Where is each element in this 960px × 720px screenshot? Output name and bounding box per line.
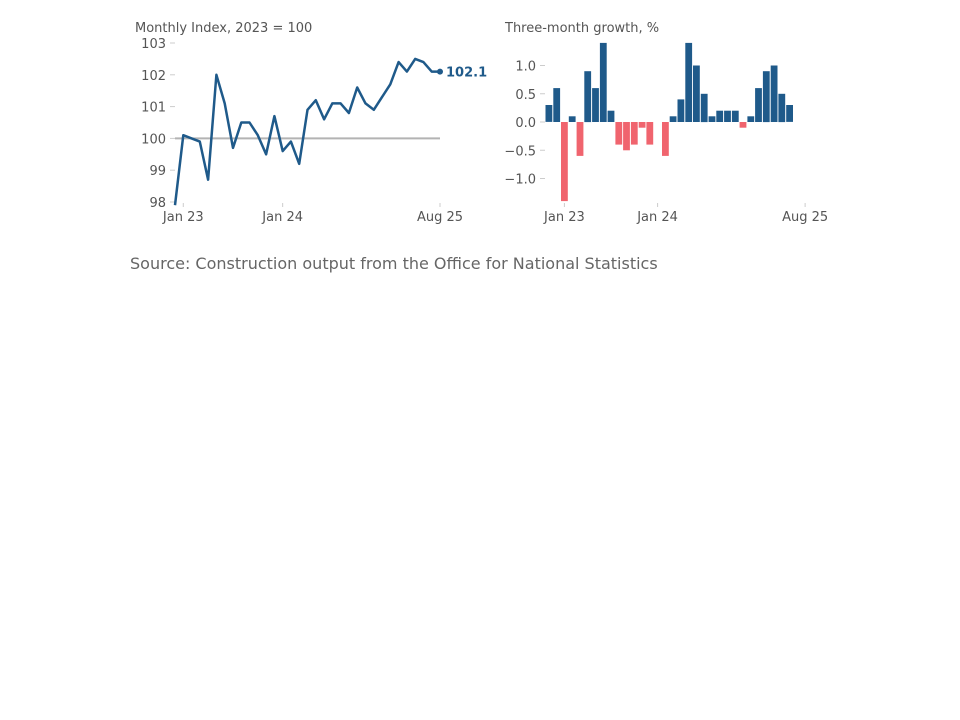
growth-y-axis: −1.0 −0.5 0.0 0.5 1.0 bbox=[504, 60, 545, 188]
y-tick-label: 103 bbox=[141, 37, 166, 52]
growth-bar bbox=[662, 122, 669, 156]
y-tick-label: 99 bbox=[149, 164, 166, 179]
y-tick-label: 0.5 bbox=[515, 88, 536, 103]
index-end-marker bbox=[437, 68, 443, 75]
monthly-index-x-axis: Jan 23 Jan 24 Aug 25 bbox=[162, 203, 463, 225]
growth-bar bbox=[545, 105, 553, 122]
x-tick-label: Aug 25 bbox=[417, 210, 463, 225]
growth-bar bbox=[669, 116, 677, 122]
monthly-index-title: Monthly Index, 2023 = 100 bbox=[135, 21, 312, 36]
growth-bar bbox=[561, 122, 568, 202]
growth-bar bbox=[724, 110, 731, 122]
y-tick-label: 100 bbox=[141, 132, 166, 147]
growth-bar bbox=[739, 122, 747, 128]
y-tick-label: −1.0 bbox=[504, 173, 536, 188]
growth-bar bbox=[770, 65, 778, 122]
growth-x-axis: Jan 23 Jan 24 Aug 25 bbox=[543, 203, 828, 225]
growth-bar bbox=[584, 71, 592, 123]
growth-bar bbox=[592, 88, 599, 122]
growth-bar bbox=[778, 93, 786, 123]
growth-bar bbox=[599, 42, 607, 122]
index-series-line bbox=[173, 57, 440, 206]
growth-bar bbox=[568, 116, 576, 122]
x-tick-label: Jan 24 bbox=[261, 210, 303, 225]
growth-bar bbox=[693, 65, 700, 122]
growth-bar bbox=[677, 99, 685, 122]
monthly-index-y-axis: 98 99 100 101 102 103 bbox=[141, 37, 175, 211]
x-tick-label: Jan 24 bbox=[636, 210, 678, 225]
growth-bar bbox=[646, 122, 654, 145]
index-end-label: 102.1 bbox=[446, 66, 487, 81]
x-tick-label: Jan 23 bbox=[543, 210, 585, 225]
three-month-growth-chart: Three-month growth, % −1.0−0.50.00.51.0 … bbox=[504, 21, 828, 225]
growth-bar bbox=[630, 122, 638, 145]
y-tick-label: −0.5 bbox=[504, 144, 536, 159]
growth-bar bbox=[623, 122, 630, 151]
growth-bar bbox=[607, 110, 615, 122]
growth-title: Three-month growth, % bbox=[504, 21, 659, 36]
growth-bar bbox=[576, 122, 584, 156]
growth-bar bbox=[553, 88, 561, 122]
y-tick-label: 1.0 bbox=[515, 60, 536, 75]
growth-bar bbox=[731, 110, 739, 122]
y-tick-label: 0.0 bbox=[515, 116, 536, 131]
growth-bar bbox=[700, 93, 708, 123]
growth-bar bbox=[638, 122, 646, 128]
y-tick-label: 102 bbox=[141, 69, 166, 84]
y-tick-label: 101 bbox=[141, 101, 166, 116]
x-tick-label: Aug 25 bbox=[782, 210, 828, 225]
growth-bars bbox=[545, 42, 793, 202]
growth-bar bbox=[708, 116, 716, 122]
growth-bar bbox=[747, 116, 755, 122]
growth-bar bbox=[615, 122, 623, 145]
growth-bar bbox=[716, 110, 724, 122]
growth-bar bbox=[755, 88, 762, 122]
y-tick-label: 98 bbox=[149, 196, 166, 211]
growth-bar bbox=[685, 42, 693, 122]
x-tick-label: Jan 23 bbox=[162, 210, 204, 225]
monthly-index-chart: Monthly Index, 2023 = 100 98 99 100 101 102 1… bbox=[135, 21, 487, 225]
growth-bar bbox=[762, 71, 770, 123]
growth-bar bbox=[786, 105, 793, 122]
source-note: Source: Construction output from the Off… bbox=[130, 254, 658, 273]
